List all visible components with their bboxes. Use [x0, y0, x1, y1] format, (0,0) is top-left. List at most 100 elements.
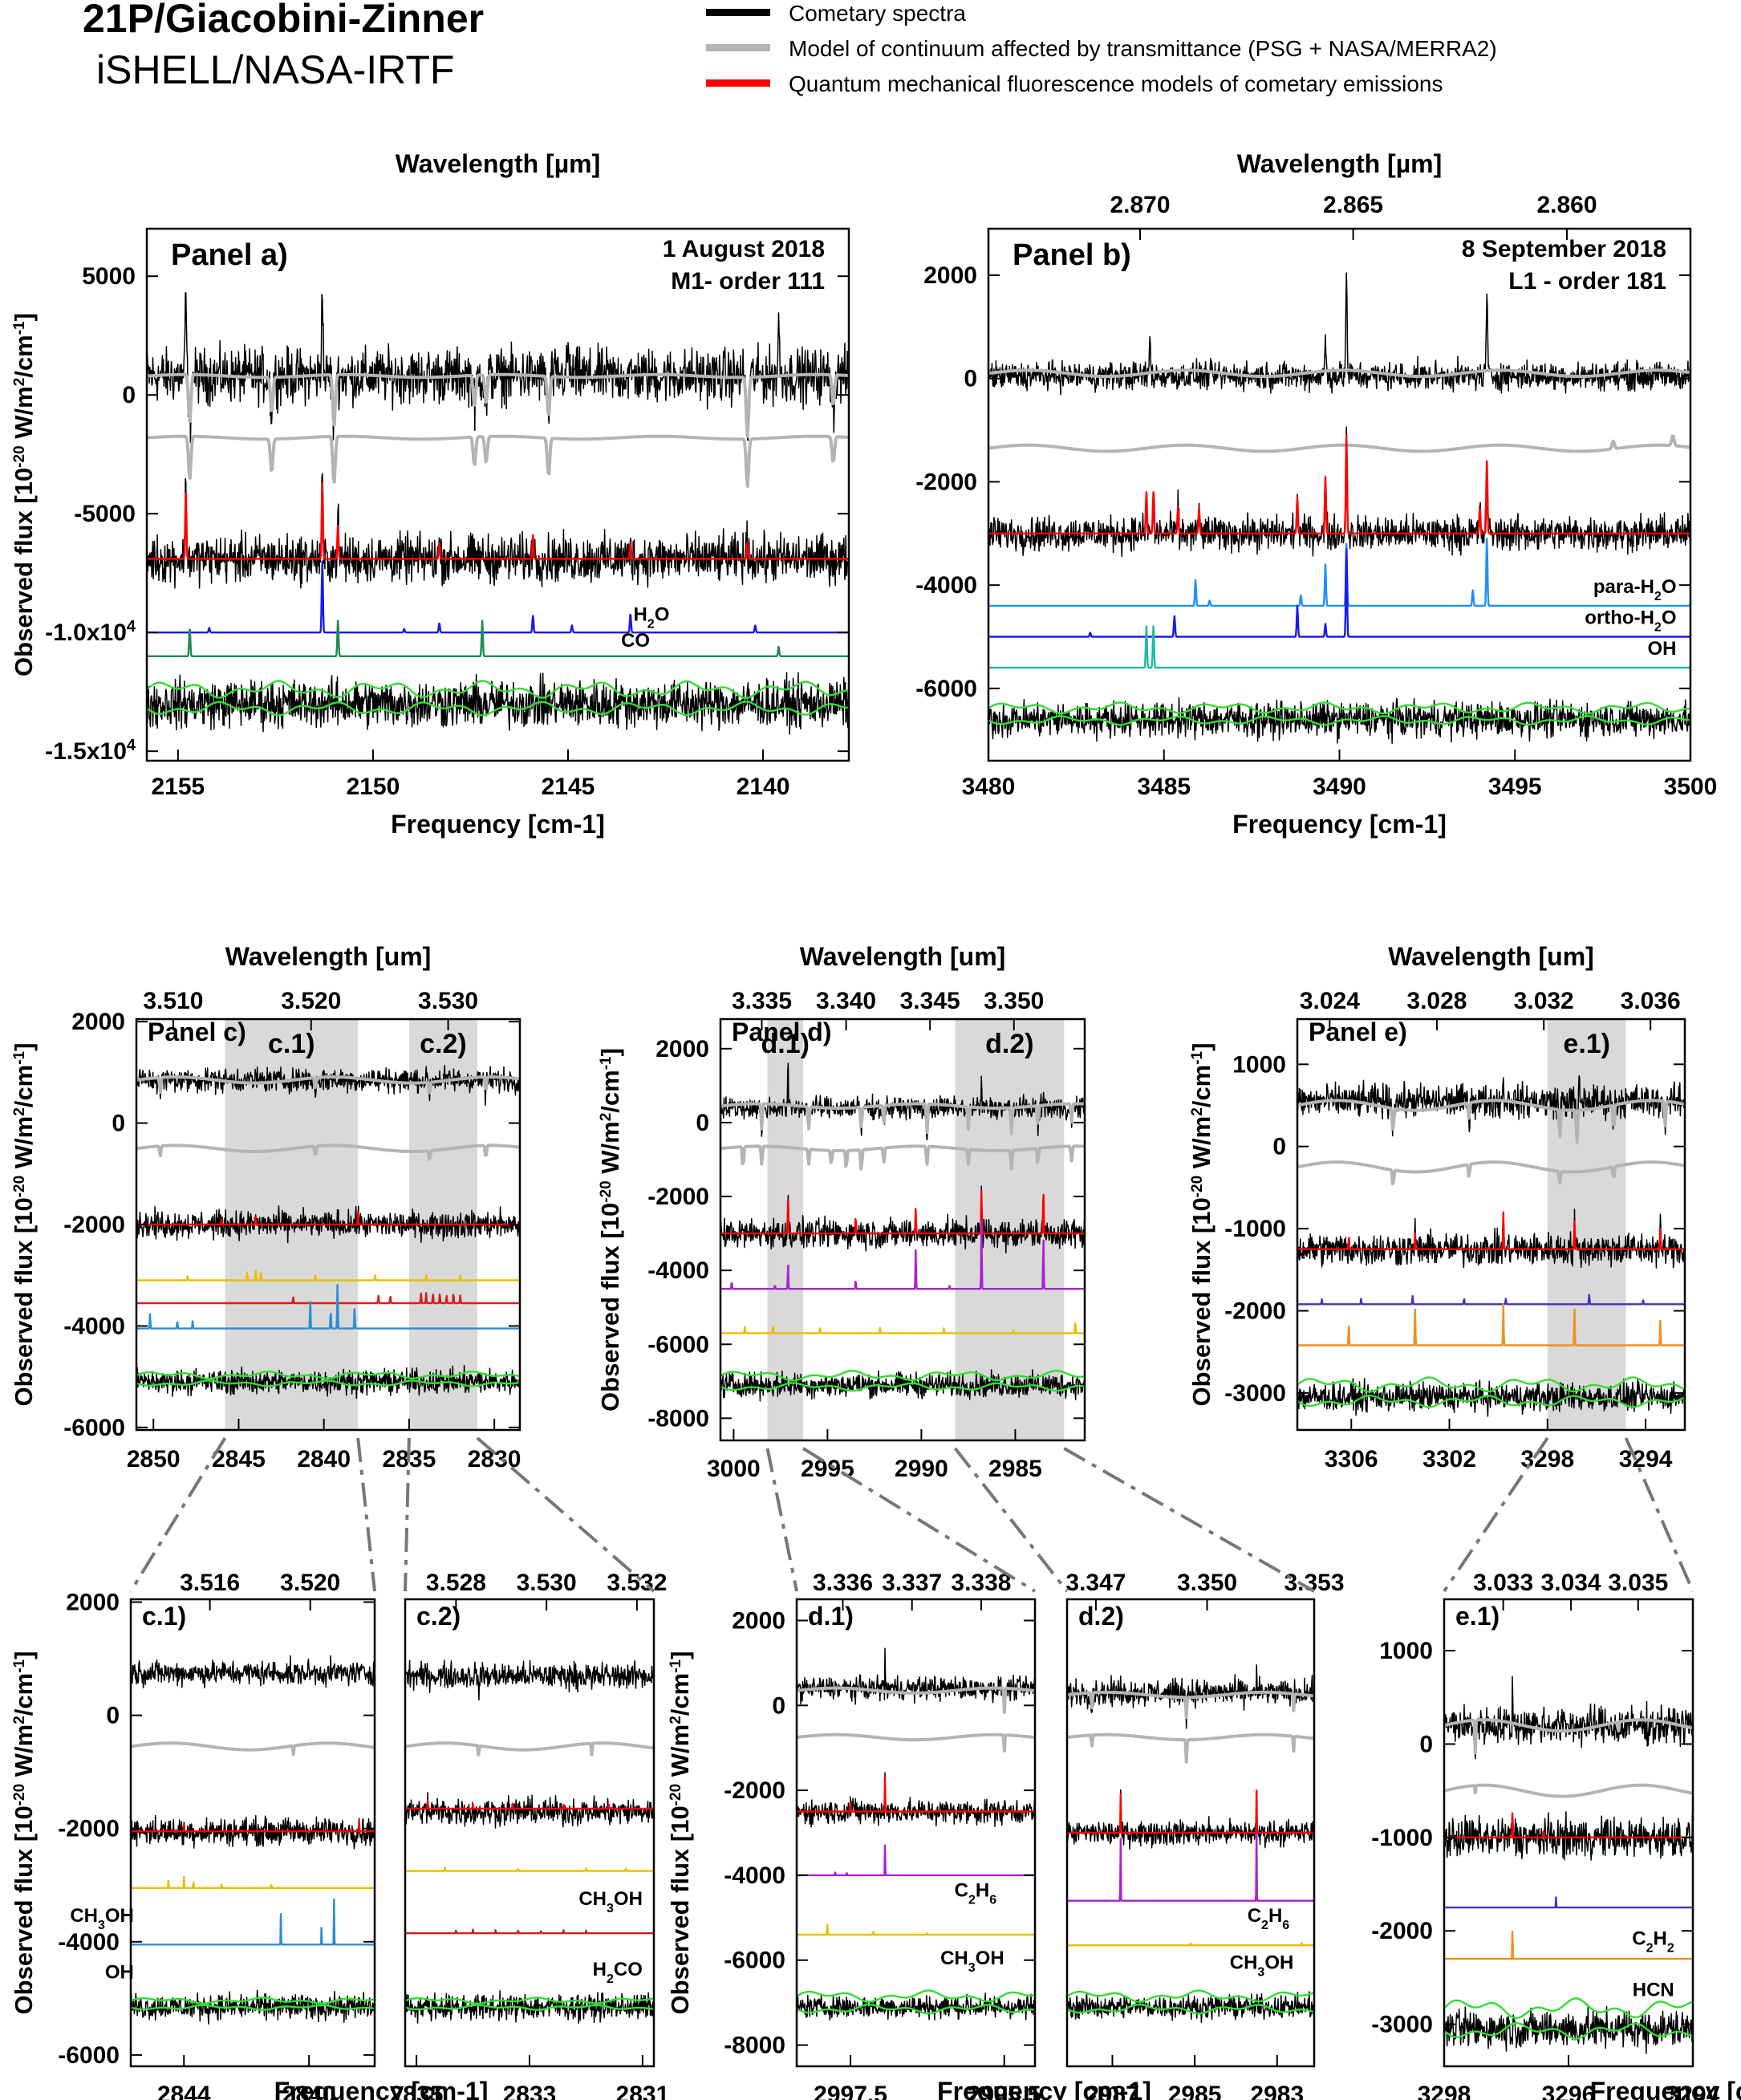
top-tick-label: 2.870 [1110, 192, 1170, 218]
y-tick-label: 0 [122, 382, 136, 408]
y-tick-label: 0 [1419, 1731, 1433, 1757]
continuum-model [136, 1075, 520, 1095]
y-tick-label: -6000 [915, 676, 977, 702]
residual-envelope-upper [1067, 1989, 1314, 2003]
y-tick-label: -2000 [915, 469, 977, 495]
panel-e1: 3298 3296 3294 3.033 3.034 3.035 1000 0 -1000 -20… [1371, 1570, 1741, 2100]
molecule-model-c2h6 [797, 1844, 1035, 1877]
zoom-connector-line [1063, 1447, 1315, 1593]
molecule-model-oh [131, 1898, 375, 1946]
molecule-model-ch3oh [797, 1923, 1035, 1936]
x-axis-label: Frequency [cm-1] [391, 810, 605, 839]
shade-label: c.2) [420, 1029, 467, 1059]
y-axis-label: Observed flux [10-20 W/m2/cm-1] [10, 1651, 38, 2015]
top-tick-label: 2.865 [1323, 192, 1383, 218]
top-tick-label: 3.347 [1065, 1570, 1126, 1596]
y-axis-label: Observed flux [10-20 W/m2/cm-1] [666, 1651, 694, 2015]
fluorescence-model [988, 434, 1690, 534]
top-tick-label: 3.033 [1473, 1570, 1533, 1596]
observed-spectrum [405, 1990, 654, 2024]
plot-area [405, 1659, 654, 2024]
observed-spectrum [405, 1659, 654, 1701]
residual-envelope-upper [988, 701, 1690, 715]
y-tick-label: -3000 [1224, 1380, 1286, 1407]
observed-spectrum [1444, 1811, 1693, 1861]
y-tick-label: 0 [772, 1692, 785, 1719]
top-tick-label: 3.032 [1514, 988, 1574, 1014]
molecule-model-c2h2 [1297, 1294, 1685, 1306]
molecule-model-ch3oh [131, 1875, 375, 1890]
y-tick-label: 1000 [1379, 1638, 1433, 1664]
panel-label: c.1) [142, 1602, 186, 1631]
series-label: CO [621, 630, 650, 652]
residual-envelope-upper [1444, 1997, 1693, 2020]
y-tick-label: 2000 [655, 1036, 709, 1062]
residual-envelope-lower [405, 2004, 654, 2011]
plot-area [131, 1655, 375, 2025]
plot-area [136, 1019, 520, 1430]
y-tick-label: -8000 [647, 1405, 709, 1432]
residual-envelope-upper [720, 1369, 1085, 1382]
residual-envelope-lower [131, 2004, 375, 2011]
molecule-model-para-h2o [988, 538, 1690, 607]
continuum-model [1297, 1099, 1685, 1144]
fluorescence-model [1067, 1789, 1314, 1834]
y-axis-label: Observed flux [10-20 W/m2/cm-1] [10, 1043, 38, 1407]
y-tick-label: 0 [696, 1110, 709, 1136]
y-tick-label: -6000 [58, 2042, 120, 2069]
top-tick-label: 3.520 [280, 1570, 340, 1596]
top-tick-label: 3.532 [607, 1570, 667, 1596]
panel-label: d.1) [808, 1602, 854, 1631]
y-tick-label: 2000 [66, 1590, 120, 1616]
fluorescence-model [720, 1189, 1085, 1235]
figure-title: 21P/Giacobini-Zinner [83, 0, 484, 41]
observed-spectrum [1297, 1378, 1685, 1417]
observed-spectrum [147, 292, 849, 444]
residual-envelope-lower [797, 2003, 1035, 2015]
panel-b: 3480 3485 3490 3495 3500 2.870 2.865 2.860 2000 0… [915, 149, 1717, 839]
x-tick-label: 3298 [1418, 2082, 1471, 2100]
top-tick-label: 3.528 [426, 1570, 486, 1596]
y-axis-label: Observed flux [10-20 W/m2/cm-1] [596, 1048, 624, 1412]
x-tick-label: 2983 [1250, 2082, 1304, 2100]
top-tick-label: 2.860 [1536, 192, 1597, 218]
y-tick-label: -2000 [1224, 1298, 1286, 1325]
y-tick-label: 5000 [82, 263, 136, 290]
top-tick-label: 3.337 [882, 1570, 942, 1596]
molecule-model-ch3oh [136, 1269, 520, 1282]
zoom-connector-line [476, 1436, 655, 1593]
legend-swatch-model [706, 79, 770, 87]
legend-label-spectra: Cometary spectra [789, 1, 966, 26]
x-axis-label: Frequency [cm-1] [937, 2077, 1151, 2100]
x-tick-label: 2995.5 [968, 2082, 1041, 2100]
x-tick-label: 3000 [707, 1456, 761, 1482]
observed-spectrum [720, 1185, 1085, 1254]
residual-envelope-lower [136, 1379, 520, 1387]
residual-envelope-lower [720, 1382, 1085, 1392]
series-label: H2O [633, 603, 669, 631]
continuum-model [136, 1143, 520, 1161]
y-tick-label: 2000 [923, 262, 977, 289]
observed-spectrum [720, 1062, 1085, 1141]
y-tick-label: -4000 [647, 1257, 709, 1284]
y-tick-label: -2000 [58, 1816, 120, 1842]
continuum-model [988, 434, 1690, 453]
top-tick-label: 3.024 [1300, 988, 1360, 1014]
shade-label: d.1) [761, 1029, 810, 1059]
molecule-model-ortho-h2o [988, 547, 1690, 638]
x-axis-label: Frequency [cm-1] [1590, 2077, 1741, 2100]
fluorescence-model [136, 1210, 520, 1226]
fluorescence-model [147, 481, 849, 560]
plot-area [1444, 1676, 1693, 2054]
molecule-model-co [147, 619, 849, 657]
y-tick-label: -6000 [647, 1331, 709, 1358]
legend-swatch-spectra [706, 9, 770, 16]
observed-spectrum [147, 672, 849, 735]
top-tick-label: 3.353 [1284, 1570, 1344, 1596]
continuum-model [720, 1102, 1085, 1135]
y-tick-label: -8000 [724, 2033, 785, 2059]
panel-c2: 2835 2833 2831 3.528 3.530 3.532 c.2) CH3OH H2CO [390, 1570, 670, 2100]
residual-envelope-upper [797, 1989, 1035, 2003]
y-tick-label: 0 [964, 366, 977, 392]
